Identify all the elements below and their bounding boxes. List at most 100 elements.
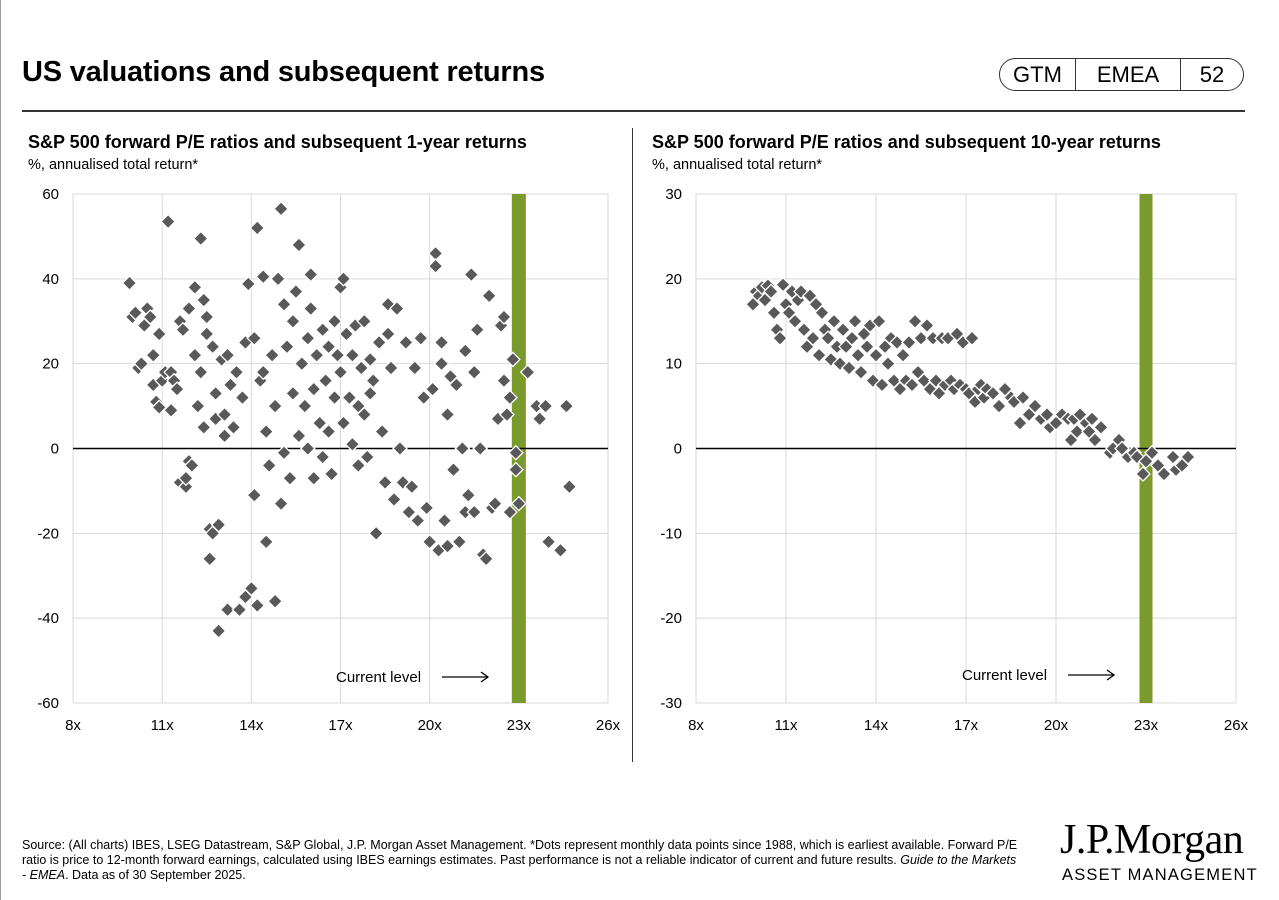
chart1-data-point [397,334,414,351]
chart1-data-point [314,449,331,465]
chart1-data-point [189,398,206,415]
chart1-data-point [409,512,426,529]
chart1-data-point [540,533,557,550]
chart1-x-tick-label: 17x [328,717,353,734]
chart1-data-point [222,376,239,393]
chart1-data-point [195,292,212,308]
chart2-x-tick-label: 8x [688,717,704,734]
chart1-data-point [145,347,162,364]
chart2-data-point [1087,432,1103,448]
chart2-data-point [766,304,782,321]
chart1-data-point [460,487,477,504]
chart1-data-point [427,258,444,275]
chart1-data-point [478,550,495,567]
chart2-data-point [871,313,887,330]
chart2-data-point [763,283,779,300]
chart1-data-point [151,326,168,342]
chart1-data-point [183,457,200,474]
chart2-data-point [1069,423,1085,440]
chart1-x-tick-label: 8x [65,717,81,734]
page-badge: GTM EMEA 52 [999,58,1244,91]
chart1-data-point [210,622,227,639]
chart1-y-tick-label: 40 [42,271,59,288]
chart1-data-point [537,398,554,415]
chart2-data-point [1144,444,1160,461]
chart2-y-tick-label: -30 [660,695,682,712]
chart1-data-point [472,440,489,457]
chart2-data-point [841,359,857,376]
chart1-data-point [285,385,301,402]
chart1-data-point [127,304,144,321]
chart2-x-tick-label: 14x [864,717,889,734]
chart1-data-point [151,399,168,416]
chart1-data-point [383,359,399,376]
chart1-data-point [329,347,346,364]
chart1-y-tick-label: 20 [42,356,59,373]
chart1-current-level-arrowhead [480,671,490,683]
chart1-data-point [510,495,527,512]
chart2-data-point [796,321,812,338]
chart1-data-point [558,398,575,415]
chart2-y-tick-label: -10 [660,525,682,542]
chart1-data-point [341,389,358,406]
chart1-data-point [392,440,408,457]
chart2-data-point [1039,406,1055,423]
chart1-data-point [317,372,334,389]
chart1-data-point [439,406,456,423]
chart1-data-point [231,601,248,618]
chart1-data-point [421,533,438,550]
chart2-data-point [964,330,980,347]
chart1-data-point [249,597,266,614]
chart1-data-point [285,313,301,330]
chart1-data-point [267,398,284,415]
chart1-data-point [323,466,340,482]
chart1-data-point [386,491,402,508]
logo-subline: ASSET MANAGEMENT [1062,866,1258,884]
chart1-data-point [267,593,284,610]
chart1-data-point [335,270,352,287]
chart1-data-point [344,347,361,364]
chart1-data-point [198,309,215,325]
chart2-data-point [991,398,1007,415]
chart2-x-tick-label: 20x [1044,717,1069,734]
chart1-data-point [466,504,483,521]
chart2-data-point [1027,398,1043,415]
chart1-data-point [406,359,423,376]
chart2-data-point [853,364,869,381]
chart1-data-point [439,538,456,554]
chart1-data-point [287,283,304,300]
chart1-data-point [207,385,224,402]
chart1-data-point [561,478,578,495]
chart1-data-point [424,381,441,398]
chart1-data-point [412,330,429,347]
chart2-data-point [814,304,830,321]
chart1-data-point [219,347,236,364]
chart2-data-point [1135,466,1151,482]
jpmorgan-logo: J.P.Morgan [1060,817,1244,863]
chart1-data-point [160,213,177,230]
chart1-data-point [501,389,518,406]
footnote-publication: Guide to the Markets - EMEA [22,853,1017,882]
chart1-data-point [308,347,325,364]
chart1-data-point [499,406,515,423]
chart2-data-point [844,330,860,347]
chart1-x-tick-label: 23x [507,717,532,734]
chart2-y-tick-label: 20 [665,271,682,288]
chart1-data-point [192,364,209,381]
chart1-data-point [186,347,203,364]
chart2-data-point [850,347,866,364]
chart1-data-point [261,457,278,474]
chart2-data-point [895,347,911,364]
chart1-data-point [133,355,150,372]
chart1-data-point [219,601,236,618]
chart1-data-point [246,487,263,504]
chart2-data-point [847,313,863,330]
chart1-data-point [216,406,233,423]
chart1-data-point [163,402,180,419]
title-rule [22,110,1245,112]
chart2-data-point [826,313,842,330]
chart2-x-tick-label: 11x [774,717,798,734]
chart1-data-point [353,359,370,376]
chart1-data-point [338,326,355,342]
